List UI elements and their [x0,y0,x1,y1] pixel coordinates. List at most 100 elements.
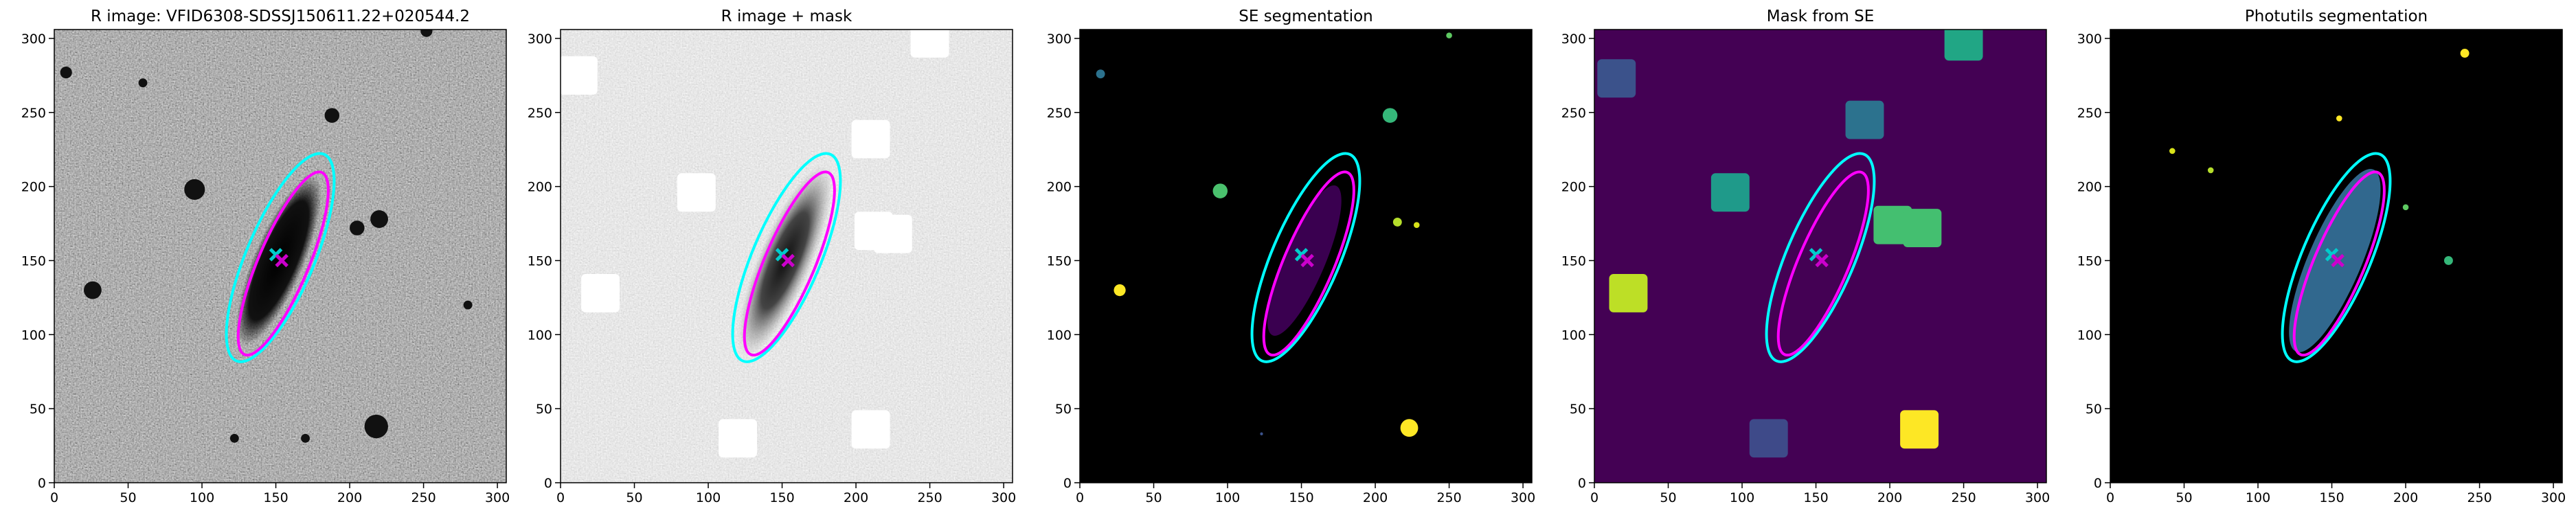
ellipse-fit [1262,170,1355,357]
y-tick-label: 50 [536,402,552,417]
image [1080,30,1532,483]
y-tick-label: 200 [1561,180,1586,195]
segment [2336,115,2342,122]
x-tick-label: 150 [769,490,794,505]
galaxy [236,175,321,346]
mask-region [1710,173,1750,212]
x-tick-label: 0 [2106,490,2114,505]
center-marker [275,253,289,268]
panel-title: R image: VFID6308-SDSSJ150611.22+020544.… [91,8,470,25]
mask-region [873,214,912,253]
y-tick-label: 50 [2086,402,2102,417]
y-tick-label: 150 [528,253,552,268]
galaxy [2289,168,2381,352]
y-tick-label: 100 [2077,328,2102,343]
image [561,30,1013,483]
mask-region [1903,209,1942,247]
x-tick-label: 200 [1877,490,1902,505]
source [301,433,310,443]
x-tick-label: 150 [1803,490,1828,505]
panel-title: SE segmentation [1239,8,1372,25]
y-tick-label: 100 [1561,328,1586,343]
y-tick-label: 50 [30,402,46,417]
y-tick-label: 150 [2077,253,2102,268]
segment [2460,49,2470,58]
y-tick-label: 0 [544,476,552,491]
x-tick-label: 200 [337,490,362,505]
segment [2169,148,2176,154]
ellipse-fit [731,152,842,363]
source [138,78,148,88]
segment [1400,419,1419,437]
mask-region [561,56,598,95]
source [184,179,205,200]
ellipse-fit [1765,152,1876,363]
mask-region [1609,273,1648,312]
image [54,30,506,483]
mask-region [1845,100,1884,139]
mask-region [1873,205,1912,244]
y-tick-label: 0 [1063,476,1072,491]
segment [1212,183,1228,198]
segment [1114,284,1126,297]
source [420,30,433,37]
x-tick-label: 100 [2246,490,2270,505]
y-tick-label: 50 [1570,402,1586,417]
x-tick-label: 250 [1951,490,1976,505]
segment [1382,108,1398,123]
source [364,414,388,439]
ellipse-fit [1776,170,1870,357]
x-tick-label: 200 [2393,490,2418,505]
y-tick-label: 100 [21,328,46,343]
y-tick-label: 250 [528,106,552,121]
mask-region [677,173,716,212]
y-tick-label: 300 [1047,32,1072,47]
y-tick-label: 250 [2077,106,2102,121]
x-tick-label: 300 [485,490,510,505]
axes-frame [1079,29,1533,483]
axes-frame [560,29,1013,483]
source [60,66,72,79]
y-tick-label: 150 [1561,253,1586,268]
mask-region [1900,410,1939,449]
source [84,281,102,299]
x-tick-label: 100 [190,490,214,505]
segment [1260,432,1263,435]
galaxy [1267,185,1342,336]
segment [1446,32,1452,38]
x-tick-label: 150 [2319,490,2344,505]
ellipse-fit [1250,152,1362,363]
y-tick-label: 200 [21,180,46,195]
mask-region [581,273,620,312]
x-tick-label: 100 [1730,490,1754,505]
axes-frame [1594,29,2047,483]
source [350,220,365,236]
x-tick-label: 50 [626,490,642,505]
x-tick-label: 250 [1436,490,1461,505]
ellipse-fit [743,170,836,357]
y-tick-label: 150 [1047,253,1072,268]
panel-title: Photutils segmentation [2245,8,2428,25]
source [463,300,473,310]
panel-title: R image + mask [721,8,852,25]
panel: 0 50 100 150 200 250 300 0 50 100 150 200 250 300 Mask… [1561,8,2050,505]
y-tick-label: 200 [2077,180,2102,195]
center-marker [1815,253,1829,268]
x-tick-label: 300 [1511,490,1535,505]
x-tick-label: 50 [2176,490,2192,505]
image [2110,30,2562,483]
ellipse-fit [2292,170,2386,357]
center-marker [781,253,795,268]
galaxy [738,165,833,356]
panel: 0 50 100 150 200 250 300 0 50 100 150 200 250 300 Phot… [2077,8,2566,505]
x-tick-label: 0 [556,490,565,505]
segment [1096,69,1105,79]
x-tick-label: 0 [1076,490,1084,505]
x-tick-label: 250 [411,490,436,505]
y-tick-label: 300 [528,32,552,47]
y-tick-label: 250 [1047,106,1072,121]
ellipse-fit [2281,152,2392,363]
x-tick-label: 300 [2541,490,2566,505]
y-tick-label: 300 [2077,32,2102,47]
mask-region [1749,419,1788,458]
